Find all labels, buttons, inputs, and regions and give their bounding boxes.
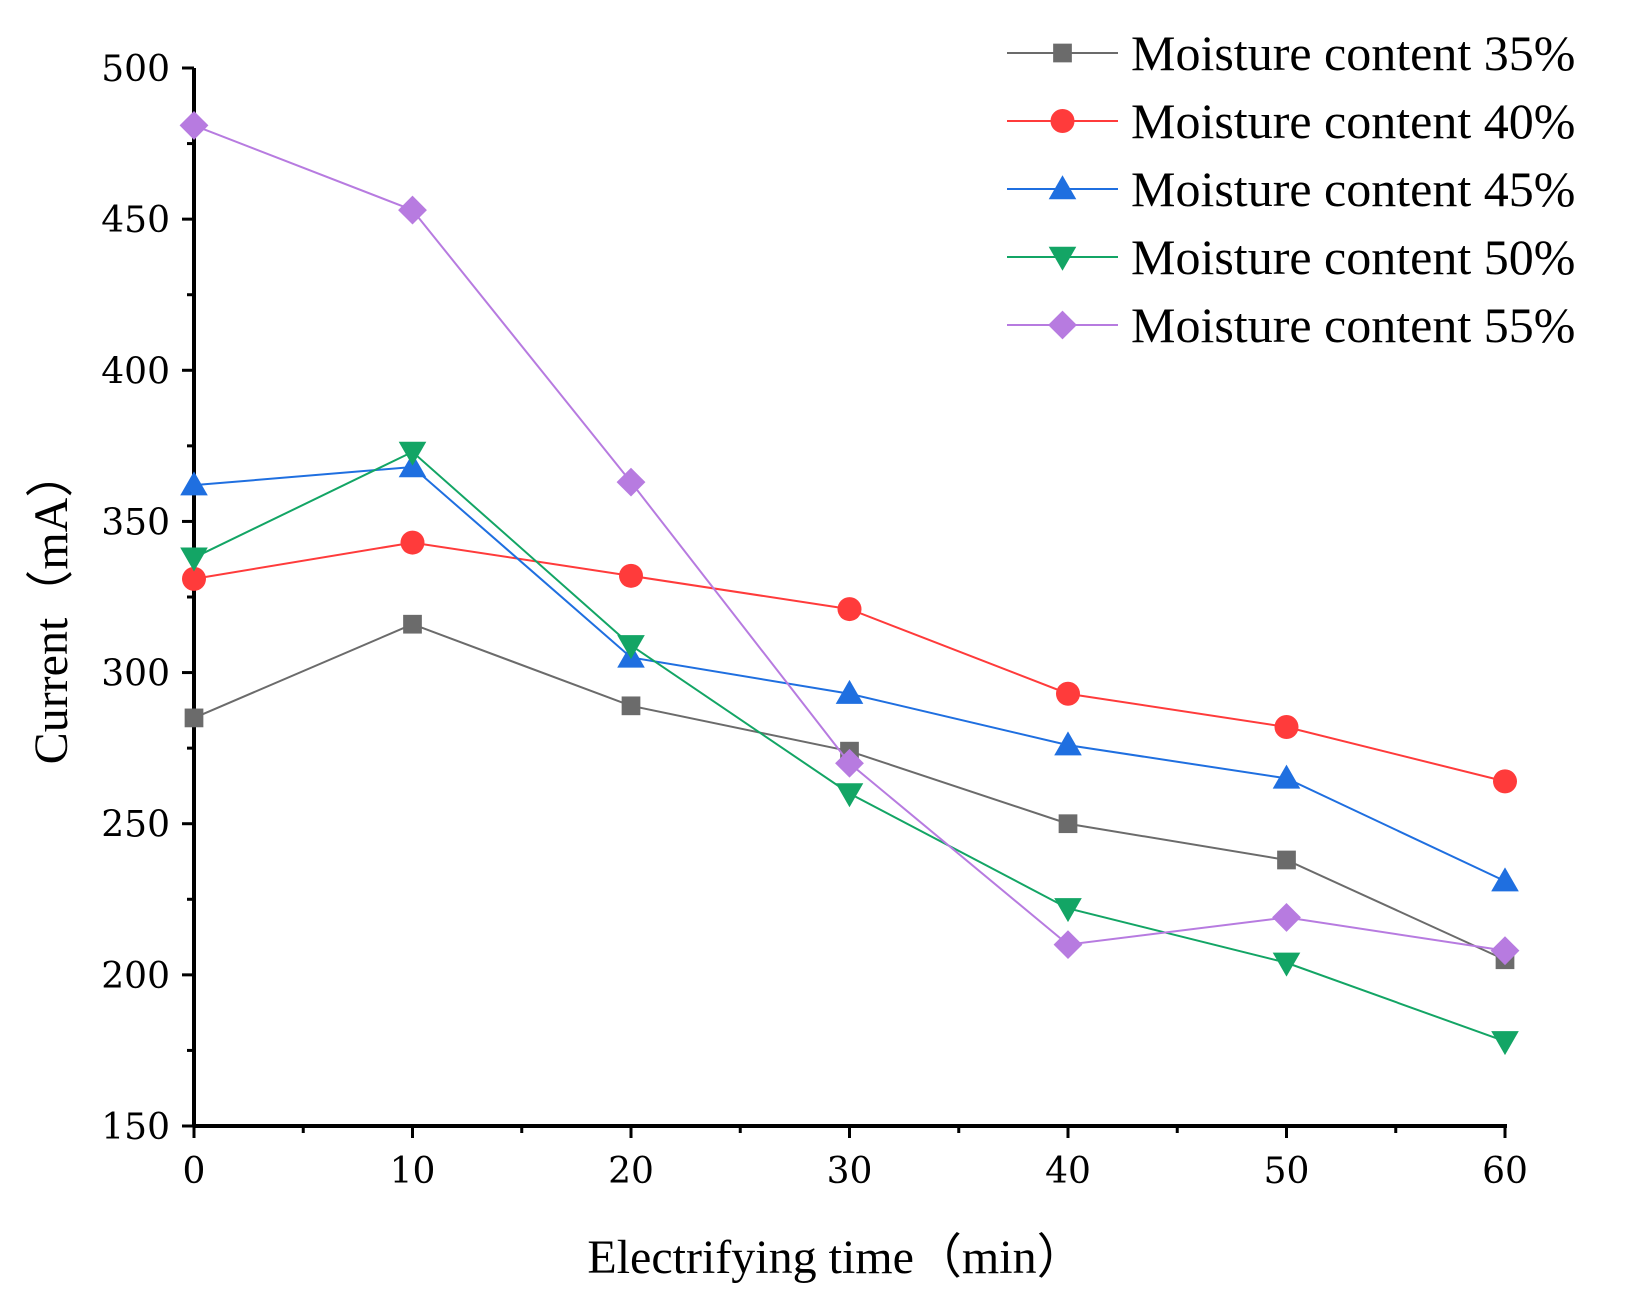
legend-marker xyxy=(1050,109,1075,133)
series-layer xyxy=(179,111,1520,1056)
x-tick-label: 0 xyxy=(183,1151,206,1192)
data-point xyxy=(1491,1031,1519,1056)
y-tick-label: 500 xyxy=(101,49,170,90)
data-point xyxy=(837,597,862,622)
axes: 150 200 250 300 350 400 450 500 0 10 20 30 40 50 60 xyxy=(101,49,1528,1192)
legend-label: Moisture content 35% xyxy=(1131,25,1575,81)
data-point xyxy=(1277,850,1296,870)
legend-item: Moisture content 35% xyxy=(1007,25,1575,81)
data-point xyxy=(1272,764,1301,789)
data-point xyxy=(616,467,646,497)
data-point xyxy=(617,635,645,660)
y-tick-label: 300 xyxy=(101,654,170,695)
data-point xyxy=(403,614,422,634)
legend-item: Moisture content 45% xyxy=(1007,161,1575,217)
data-point xyxy=(1491,867,1519,892)
data-point xyxy=(398,441,427,466)
x-axis-title: Electrifying time（min） xyxy=(587,1231,1084,1284)
data-point xyxy=(182,566,206,591)
legend-label: Moisture content 45% xyxy=(1131,161,1575,217)
data-point xyxy=(180,547,208,572)
data-point xyxy=(179,111,209,140)
data-point xyxy=(184,708,204,728)
data-point xyxy=(1493,769,1517,794)
data-point xyxy=(1274,714,1299,739)
data-point xyxy=(1054,898,1082,923)
y-tick-label: 200 xyxy=(101,956,170,997)
legend-label: Moisture content 55% xyxy=(1131,297,1575,353)
data-point xyxy=(835,679,864,704)
data-point xyxy=(1272,903,1301,932)
legend-marker xyxy=(1048,246,1077,271)
data-point xyxy=(619,563,643,588)
series-3 xyxy=(180,453,1519,892)
x-tick-label: 30 xyxy=(827,1151,873,1192)
x-tick-label: 50 xyxy=(1264,1151,1310,1192)
data-point xyxy=(1053,930,1083,960)
series-line xyxy=(193,465,1506,883)
data-point xyxy=(1056,681,1080,706)
legend-marker xyxy=(1053,43,1072,63)
legend-marker xyxy=(1048,175,1077,200)
series-5 xyxy=(179,111,1520,966)
data-point xyxy=(400,530,425,555)
x-tick-label: 10 xyxy=(390,1151,436,1192)
y-tick-label: 150 xyxy=(101,1107,170,1148)
legend-marker xyxy=(1048,310,1077,340)
data-point xyxy=(835,748,864,778)
series-2 xyxy=(182,530,1517,794)
data-point xyxy=(1490,936,1520,966)
y-axis-title: Current（mA） xyxy=(25,450,78,765)
data-point xyxy=(1272,952,1301,977)
data-point xyxy=(180,471,208,496)
y-tick-label: 250 xyxy=(101,805,170,846)
x-tick-label: 20 xyxy=(608,1151,654,1192)
data-point xyxy=(1058,814,1078,834)
data-point xyxy=(621,696,641,716)
data-point xyxy=(1054,731,1082,756)
series-4 xyxy=(180,441,1519,1056)
x-tick-label: 40 xyxy=(1045,1151,1091,1192)
legend-label: Moisture content 50% xyxy=(1131,229,1575,285)
legend-item: Moisture content 50% xyxy=(1007,229,1575,285)
data-point xyxy=(398,195,427,225)
legend-item: Moisture content 55% xyxy=(1007,297,1575,353)
x-tick-label: 60 xyxy=(1482,1151,1528,1192)
y-tick-label: 450 xyxy=(101,200,170,241)
legend: Moisture content 35% Moisture content 40%… xyxy=(1007,25,1575,353)
legend-item: Moisture content 40% xyxy=(1007,93,1575,149)
data-point xyxy=(835,783,864,808)
y-tick-label: 350 xyxy=(101,502,170,543)
y-tick-label: 400 xyxy=(101,351,170,392)
legend-label: Moisture content 40% xyxy=(1131,93,1575,149)
